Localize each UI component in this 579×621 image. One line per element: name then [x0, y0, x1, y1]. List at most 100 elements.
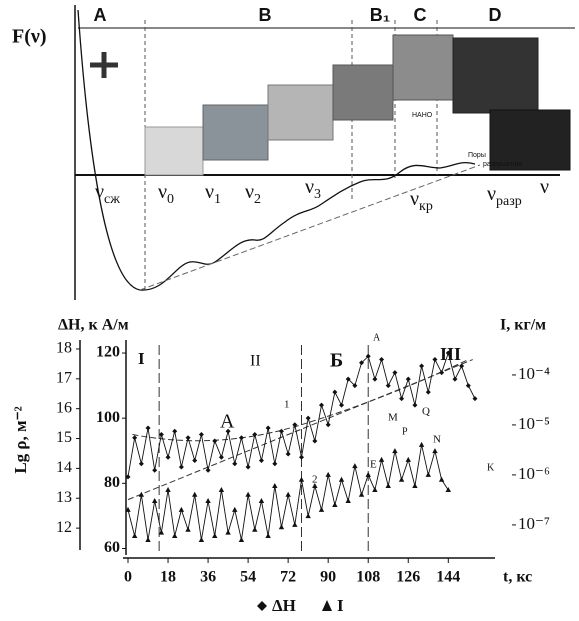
data-point: [152, 467, 158, 473]
nu-index: 0: [167, 192, 174, 207]
nu-label: νразр: [487, 183, 522, 210]
data-point: [425, 471, 431, 477]
annotation: Б: [330, 350, 343, 372]
data-point: [212, 532, 218, 538]
y-axis-title: ΔH, к А/м: [58, 317, 129, 334]
annotation: A: [373, 332, 381, 343]
y-tick-label: 120: [96, 344, 120, 361]
data-point: [278, 428, 284, 434]
y2-axis-title: I, кг/м: [500, 317, 546, 334]
y2-tick-label: 10⁻⁶: [518, 464, 550, 483]
y-tick-label: 80: [104, 474, 120, 491]
y-tick-label: 100: [96, 409, 120, 426]
y3-tick-label: 13: [56, 489, 72, 506]
data-point: [238, 435, 244, 441]
x-tick-label: 18: [160, 569, 176, 586]
data-point: [312, 483, 318, 489]
x-tick-label: 72: [280, 569, 296, 586]
micrograph: [202, 104, 269, 161]
data-point: [252, 431, 258, 437]
data-point: [378, 456, 385, 462]
x-tick-label: 54: [240, 569, 256, 586]
data-point: [238, 536, 245, 542]
nu-index: разр: [496, 194, 522, 209]
y3-axis-title: Lg ρ, м⁻²: [11, 406, 30, 473]
data-point: [319, 402, 325, 408]
image-text: НАНО: [412, 112, 433, 119]
legend-label: ΔH: [272, 596, 296, 615]
data-point: [465, 383, 471, 389]
data-point: [332, 502, 338, 508]
zone-label: C: [414, 5, 427, 25]
data-point: [405, 456, 411, 462]
nu-symbol: ν: [95, 181, 104, 203]
micrograph: [452, 37, 539, 114]
nu-index: 3: [314, 187, 321, 202]
x-tick-label: 36: [200, 569, 216, 586]
data-point: [138, 461, 144, 467]
data-point: [412, 402, 418, 408]
data-point: [258, 498, 265, 504]
data-point: [332, 389, 338, 395]
nu-label: ν0: [158, 181, 174, 208]
data-point: [145, 425, 151, 431]
data-point: [125, 506, 131, 512]
micrograph: [489, 109, 571, 171]
zone-label: D: [489, 5, 502, 25]
annotation: M: [388, 412, 398, 424]
data-point: [185, 435, 191, 441]
nu-symbol: ν: [410, 188, 419, 210]
data-point: [185, 526, 191, 532]
data-point: [312, 438, 318, 444]
data-point: [232, 506, 238, 512]
data-point: [339, 402, 345, 408]
data-point: [359, 360, 365, 366]
data-point: [292, 521, 298, 527]
annotation: P: [402, 426, 408, 437]
data-point: [158, 431, 164, 437]
data-point: [198, 431, 204, 437]
x-tick-label: 126: [396, 569, 420, 586]
data-point: [192, 491, 198, 497]
data-point: [379, 357, 385, 363]
data-point: [151, 498, 158, 504]
data-point: [298, 454, 304, 460]
nu-index: кр: [419, 199, 433, 214]
data-point: [372, 376, 378, 382]
data-point: [165, 486, 171, 492]
data-point: [392, 448, 398, 454]
data-point: [298, 476, 305, 482]
data-point: [172, 532, 178, 538]
data-point: [212, 438, 218, 444]
data-point: [205, 467, 211, 473]
annotation: I: [138, 349, 145, 368]
y2-tick-label: 10⁻⁴: [518, 364, 550, 383]
x-tick-label: 90: [320, 569, 336, 586]
annotation: 1: [284, 399, 290, 411]
data-point: [232, 461, 238, 467]
nu-label: νкр: [410, 188, 433, 215]
diagram-title: F(ν): [12, 26, 46, 48]
data-point: [252, 526, 258, 532]
data-point: [125, 474, 131, 480]
data-point: [418, 441, 425, 447]
nu-index: 2: [254, 192, 261, 207]
data-point: [365, 353, 371, 359]
annotation: III: [440, 344, 461, 364]
data-point: [352, 463, 358, 469]
data-point: [145, 536, 151, 542]
data-point: [178, 506, 185, 512]
data-point: [385, 383, 391, 389]
y3-tick-label: 14: [56, 459, 72, 476]
nu-label: ν: [540, 176, 549, 198]
micrograph: [144, 126, 204, 176]
data-point: [439, 370, 445, 376]
data-point: [352, 383, 358, 389]
data-point: [272, 461, 278, 467]
data-point: [205, 498, 211, 504]
zone-label: A: [94, 5, 107, 25]
data-point: [338, 476, 345, 482]
legend-marker: [257, 601, 267, 611]
